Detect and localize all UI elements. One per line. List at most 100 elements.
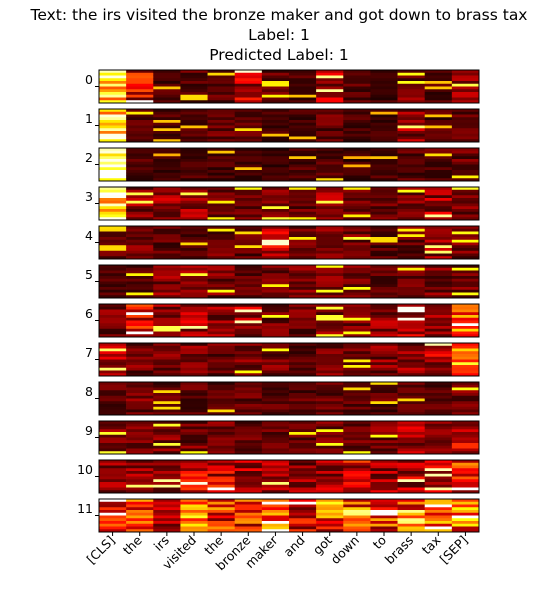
heatmap-cell bbox=[207, 83, 236, 87]
heatmap-cell bbox=[451, 304, 480, 308]
heatmap-cell bbox=[451, 473, 480, 477]
heatmap-cell bbox=[99, 348, 127, 352]
heatmap-cell bbox=[261, 484, 290, 488]
heatmap-cell bbox=[343, 510, 371, 514]
heatmap-cell bbox=[289, 242, 317, 246]
heatmap-cell bbox=[370, 398, 398, 402]
heatmap-cell bbox=[343, 462, 371, 466]
heatmap-cell bbox=[153, 409, 181, 413]
heatmap-cell bbox=[316, 287, 344, 291]
heatmap-cell bbox=[289, 78, 317, 82]
heatmap-cell bbox=[370, 432, 398, 436]
heatmap-cell bbox=[261, 175, 290, 179]
heatmap-cell bbox=[234, 365, 263, 369]
heatmap-cell bbox=[289, 437, 317, 441]
heatmap-cell bbox=[397, 278, 426, 282]
heatmap-cell bbox=[207, 122, 236, 126]
heatmap-cell bbox=[424, 507, 453, 511]
heatmap-cell bbox=[370, 521, 398, 525]
heatmap-cell bbox=[261, 471, 290, 475]
heatmap-cell bbox=[343, 120, 371, 124]
heatmap-cell bbox=[261, 487, 290, 491]
heatmap-cell bbox=[180, 437, 208, 441]
heatmap-cell bbox=[370, 256, 398, 260]
heatmap-cell bbox=[180, 423, 208, 427]
heatmap-cell bbox=[234, 393, 263, 397]
heatmap-cell bbox=[207, 75, 236, 79]
heatmap-cell bbox=[370, 382, 398, 386]
heatmap-cell bbox=[424, 217, 453, 221]
heatmap-cell bbox=[424, 273, 453, 277]
heatmap-cell bbox=[234, 479, 263, 483]
heatmap-cell bbox=[316, 92, 344, 96]
heatmap-cell bbox=[451, 345, 480, 349]
heatmap-cell bbox=[289, 92, 317, 96]
heatmap-cell bbox=[153, 465, 181, 469]
heatmap-cell bbox=[153, 170, 181, 174]
heatmap-cell bbox=[99, 278, 127, 282]
heatmap-cell bbox=[153, 354, 181, 358]
heatmap-cell bbox=[207, 306, 236, 310]
heatmap-cell bbox=[370, 468, 398, 472]
heatmap-cell bbox=[451, 136, 480, 140]
heatmap-cell bbox=[99, 206, 127, 210]
heatmap-cell bbox=[289, 89, 317, 93]
heatmap-cell bbox=[370, 72, 398, 76]
heatmap-cell bbox=[370, 92, 398, 96]
heatmap-cell bbox=[424, 284, 453, 288]
heatmap-cell bbox=[153, 448, 181, 452]
heatmap-cell bbox=[153, 139, 181, 143]
heatmap-cell bbox=[451, 440, 480, 444]
heatmap-cell bbox=[451, 432, 480, 436]
heatmap-cell bbox=[180, 323, 208, 327]
heatmap-cell bbox=[180, 370, 208, 374]
heatmap-cell bbox=[397, 387, 426, 391]
heatmap-cell bbox=[234, 429, 263, 433]
heatmap-cell bbox=[234, 153, 263, 157]
heatmap-cell bbox=[451, 211, 480, 215]
heatmap-cell bbox=[234, 284, 263, 288]
heatmap-cell bbox=[207, 440, 236, 444]
heatmap-cell bbox=[343, 382, 371, 386]
heatmap-cell bbox=[153, 476, 181, 480]
heatmap-cell bbox=[126, 482, 154, 486]
heatmap-cell bbox=[397, 343, 426, 347]
heatmap-cell bbox=[343, 295, 371, 299]
heatmap-cell bbox=[316, 395, 344, 399]
heatmap-cell bbox=[207, 94, 236, 98]
heatmap-cell bbox=[126, 94, 154, 98]
heatmap-cell bbox=[126, 239, 154, 243]
heatmap-cell bbox=[316, 97, 344, 101]
heatmap-cell bbox=[424, 83, 453, 87]
heatmap-cell bbox=[451, 404, 480, 408]
heatmap-cell bbox=[370, 189, 398, 193]
heatmap-cell bbox=[261, 250, 290, 254]
heatmap-cell bbox=[126, 203, 154, 207]
heatmap-cell bbox=[180, 482, 208, 486]
heatmap-cell bbox=[126, 412, 154, 416]
heatmap-cell bbox=[316, 242, 344, 246]
heatmap-cell bbox=[451, 159, 480, 163]
heatmap-cell bbox=[316, 518, 344, 522]
heatmap-cell bbox=[126, 265, 154, 269]
heatmap-cell bbox=[180, 312, 208, 316]
heatmap-cell bbox=[99, 265, 127, 269]
heatmap-cell bbox=[451, 78, 480, 82]
heatmap-cell bbox=[370, 131, 398, 135]
heatmap-cell bbox=[261, 362, 290, 366]
heatmap-cell bbox=[126, 167, 154, 171]
heatmap-cell bbox=[343, 253, 371, 257]
heatmap-cell bbox=[99, 156, 127, 160]
heatmap-cell bbox=[370, 120, 398, 124]
heatmap-cell bbox=[261, 451, 290, 455]
heatmap-cell bbox=[234, 390, 263, 394]
heatmap-cell bbox=[289, 518, 317, 522]
layer-label-3: 3 bbox=[85, 189, 93, 204]
heatmap-cell bbox=[261, 326, 290, 330]
heatmap-cell bbox=[180, 253, 208, 257]
heatmap-cell bbox=[370, 167, 398, 171]
heatmap-cell bbox=[451, 523, 480, 527]
heatmap-cell bbox=[451, 504, 480, 508]
heatmap-cell bbox=[207, 89, 236, 93]
chart-title-label: Label: 1 bbox=[248, 26, 310, 44]
